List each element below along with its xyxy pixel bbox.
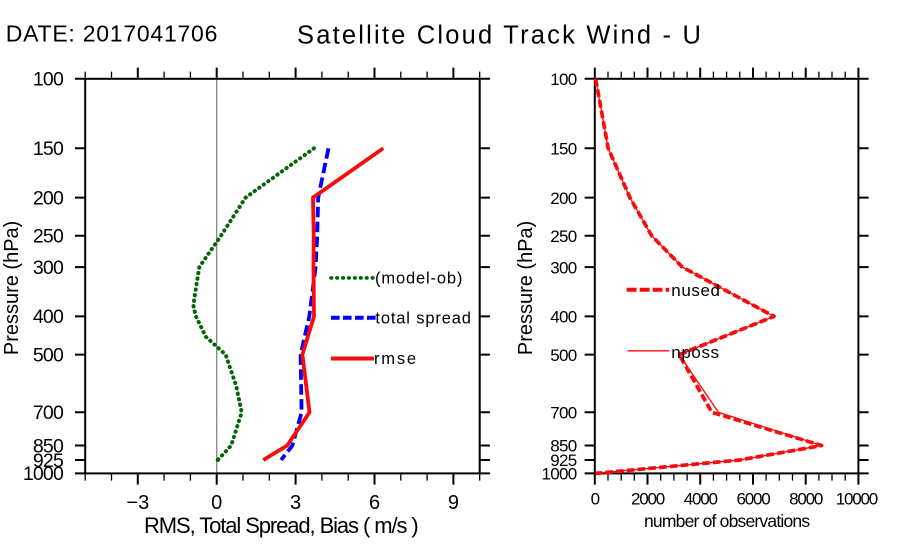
svg-text:250: 250: [550, 227, 577, 246]
svg-text:700: 700: [33, 402, 64, 424]
svg-text:Satellite Cloud Track Wind - U: Satellite Cloud Track Wind - U: [297, 21, 703, 49]
svg-text:400: 400: [33, 306, 64, 328]
svg-text:3: 3: [290, 492, 301, 514]
svg-text:100: 100: [33, 69, 64, 91]
svg-text:150: 150: [550, 139, 577, 158]
svg-text:300: 300: [33, 257, 64, 279]
svg-text:RMS, Total Spread, Bias ( m/s: RMS, Total Spread, Bias ( m/s ): [144, 513, 418, 538]
svg-text:150: 150: [33, 138, 64, 160]
svg-text:700: 700: [550, 403, 577, 422]
svg-text:nused: nused: [671, 281, 720, 300]
svg-text:300: 300: [550, 258, 577, 277]
svg-text:rmse: rmse: [374, 350, 418, 368]
svg-text:4000: 4000: [684, 489, 718, 508]
svg-text:400: 400: [550, 308, 577, 327]
svg-text:nposs: nposs: [671, 343, 719, 362]
svg-text:6000: 6000: [736, 489, 770, 508]
svg-text:250: 250: [33, 226, 64, 248]
svg-text:Pressure (hPa): Pressure (hPa): [515, 221, 537, 356]
svg-text:0: 0: [591, 489, 600, 508]
svg-text:total spread: total spread: [375, 310, 471, 328]
svg-text:9: 9: [448, 492, 459, 514]
svg-text:1000: 1000: [541, 465, 576, 484]
svg-text:500: 500: [550, 346, 577, 365]
svg-text:6: 6: [369, 492, 380, 514]
svg-text:850: 850: [550, 437, 577, 456]
svg-text:DATE: 2017041706: DATE: 2017041706: [6, 21, 218, 47]
svg-text:10000: 10000: [836, 489, 878, 508]
svg-text:number of observations: number of observations: [644, 511, 810, 531]
svg-text:925: 925: [550, 451, 577, 470]
svg-text:0: 0: [211, 492, 222, 514]
svg-text:−3: −3: [126, 492, 149, 514]
svg-text:8000: 8000: [789, 489, 823, 508]
svg-text:1000: 1000: [23, 463, 64, 485]
svg-text:200: 200: [33, 187, 64, 209]
svg-text:925: 925: [33, 450, 64, 472]
svg-text:2000: 2000: [631, 489, 665, 508]
svg-text:100: 100: [550, 70, 577, 89]
svg-text:Pressure (hPa): Pressure (hPa): [1, 221, 23, 356]
svg-text:500: 500: [33, 344, 64, 366]
svg-text:(model-ob): (model-ob): [375, 270, 463, 288]
svg-text:850: 850: [33, 435, 64, 457]
svg-text:200: 200: [550, 189, 577, 208]
